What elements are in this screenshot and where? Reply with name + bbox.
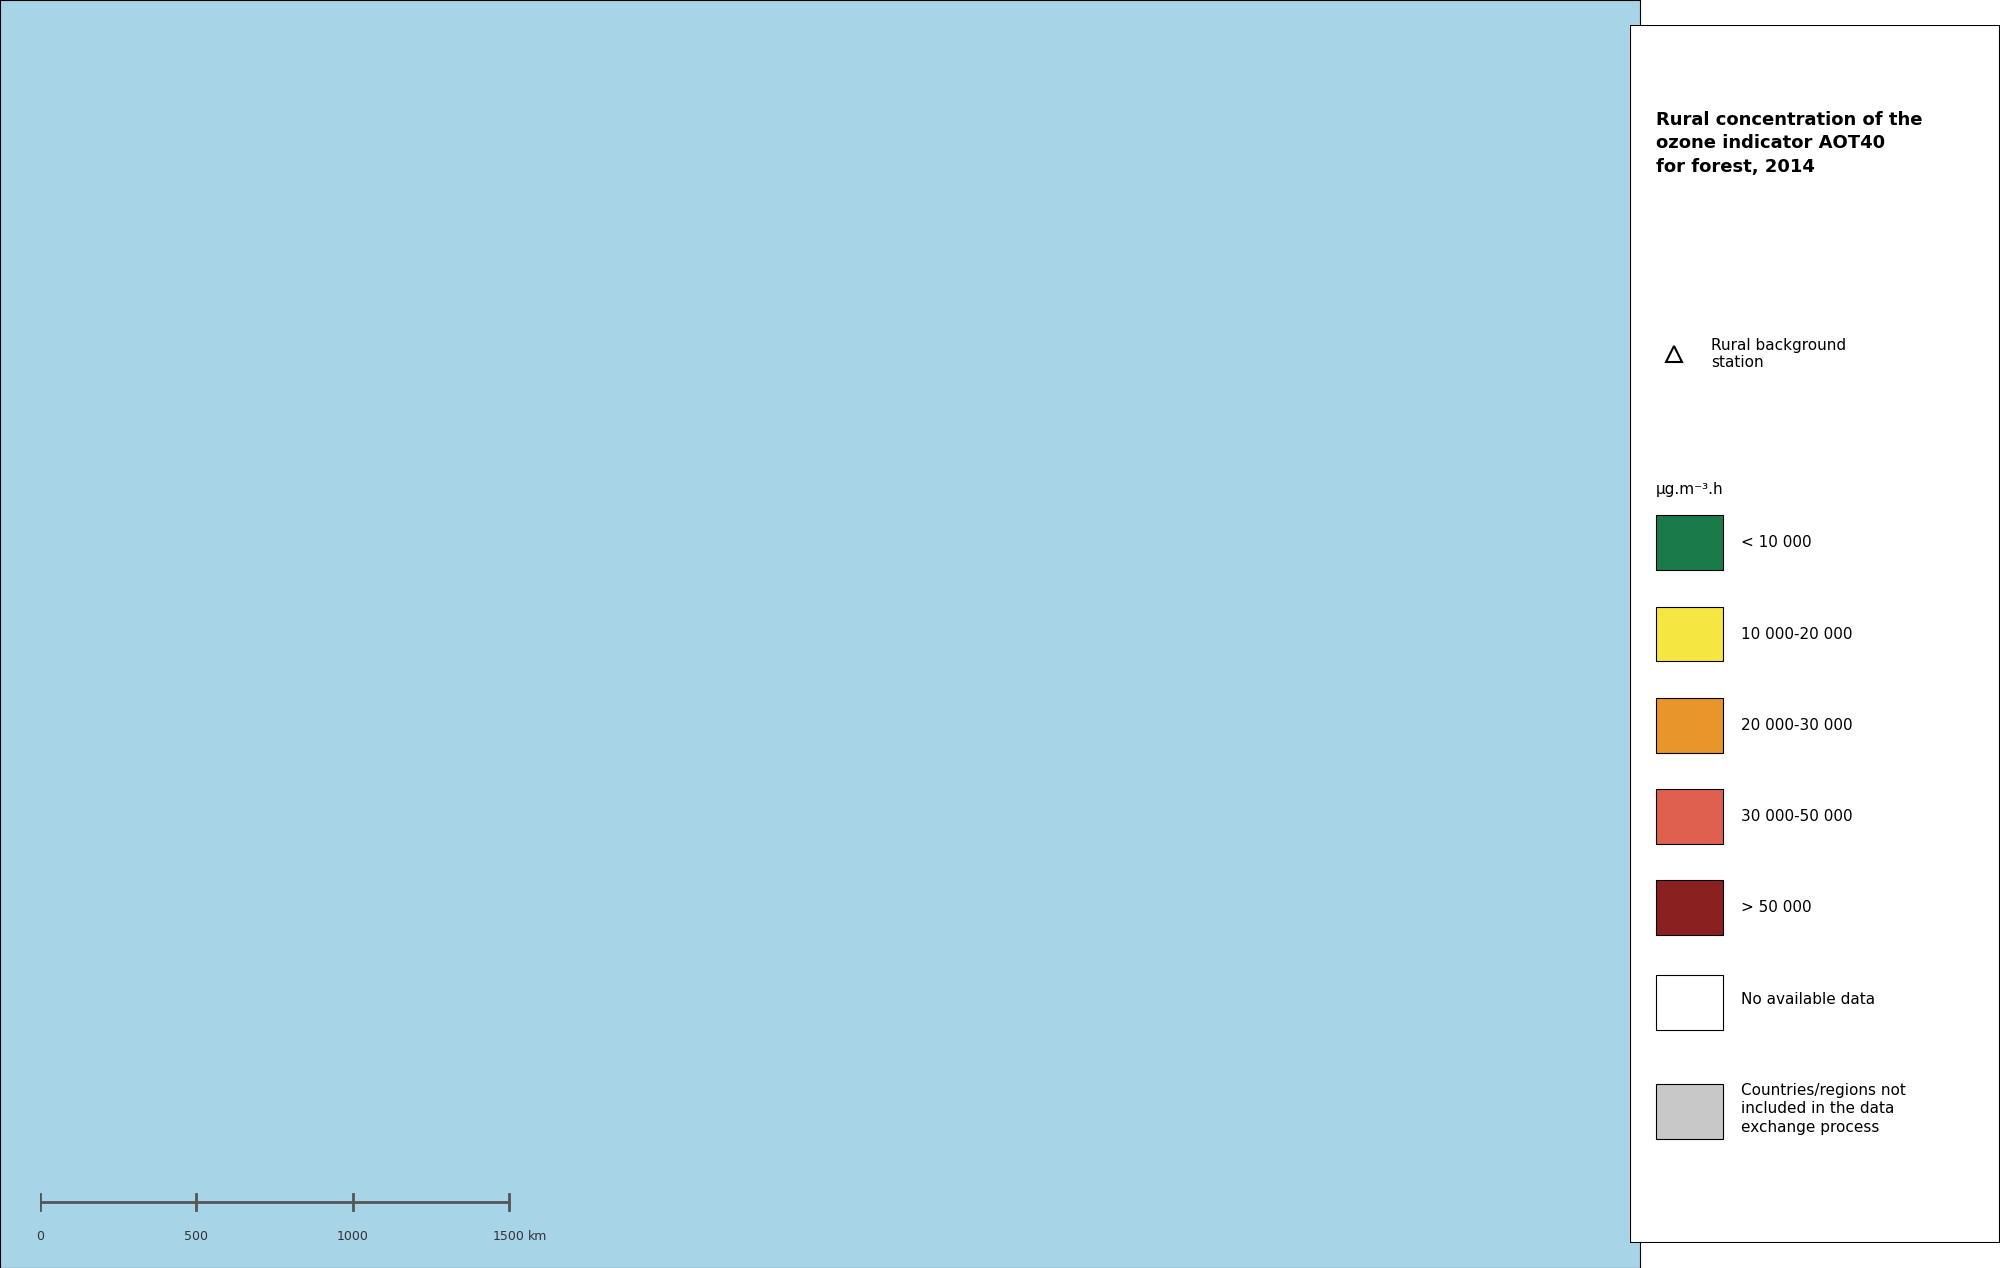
Bar: [1656, 697, 1722, 753]
Text: 0: 0: [36, 1230, 44, 1243]
Text: Countries/regions not
included in the data
exchange process: Countries/regions not included in the da…: [1740, 1083, 1906, 1135]
Bar: [1656, 1084, 1722, 1139]
Text: 500: 500: [184, 1230, 208, 1243]
Text: km: km: [528, 1230, 546, 1243]
Text: 20 000-30 000: 20 000-30 000: [1740, 718, 1852, 733]
Text: No available data: No available data: [1740, 992, 1876, 1007]
Text: 1500: 1500: [492, 1230, 524, 1243]
Bar: [1656, 880, 1722, 936]
Bar: [1656, 515, 1722, 571]
Text: 30 000-50 000: 30 000-50 000: [1740, 809, 1852, 824]
Bar: [1656, 975, 1722, 1030]
Text: < 10 000: < 10 000: [1740, 535, 1812, 550]
Text: μg.m⁻³.h: μg.m⁻³.h: [1656, 482, 1724, 497]
Bar: [1656, 606, 1722, 662]
Bar: [1656, 789, 1722, 844]
Text: Rural background
station: Rural background station: [1712, 337, 1846, 370]
Text: Rural concentration of the
ozone indicator AOT40
for forest, 2014: Rural concentration of the ozone indicat…: [1656, 110, 1922, 176]
Text: > 50 000: > 50 000: [1740, 900, 1812, 915]
Text: 1000: 1000: [336, 1230, 368, 1243]
Text: 10 000-20 000: 10 000-20 000: [1740, 626, 1852, 642]
